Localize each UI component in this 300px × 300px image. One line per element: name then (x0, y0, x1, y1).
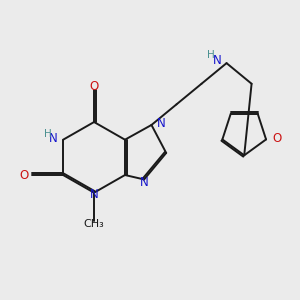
Text: N: N (90, 188, 98, 201)
Text: N: N (140, 176, 148, 190)
Text: N: N (212, 54, 221, 67)
Text: H: H (44, 129, 52, 140)
Text: N: N (157, 117, 166, 130)
Text: CH₃: CH₃ (84, 219, 104, 229)
Text: H: H (207, 50, 215, 60)
Text: N: N (49, 132, 58, 145)
Text: O: O (89, 80, 99, 93)
Text: O: O (20, 169, 29, 182)
Text: O: O (272, 132, 282, 145)
